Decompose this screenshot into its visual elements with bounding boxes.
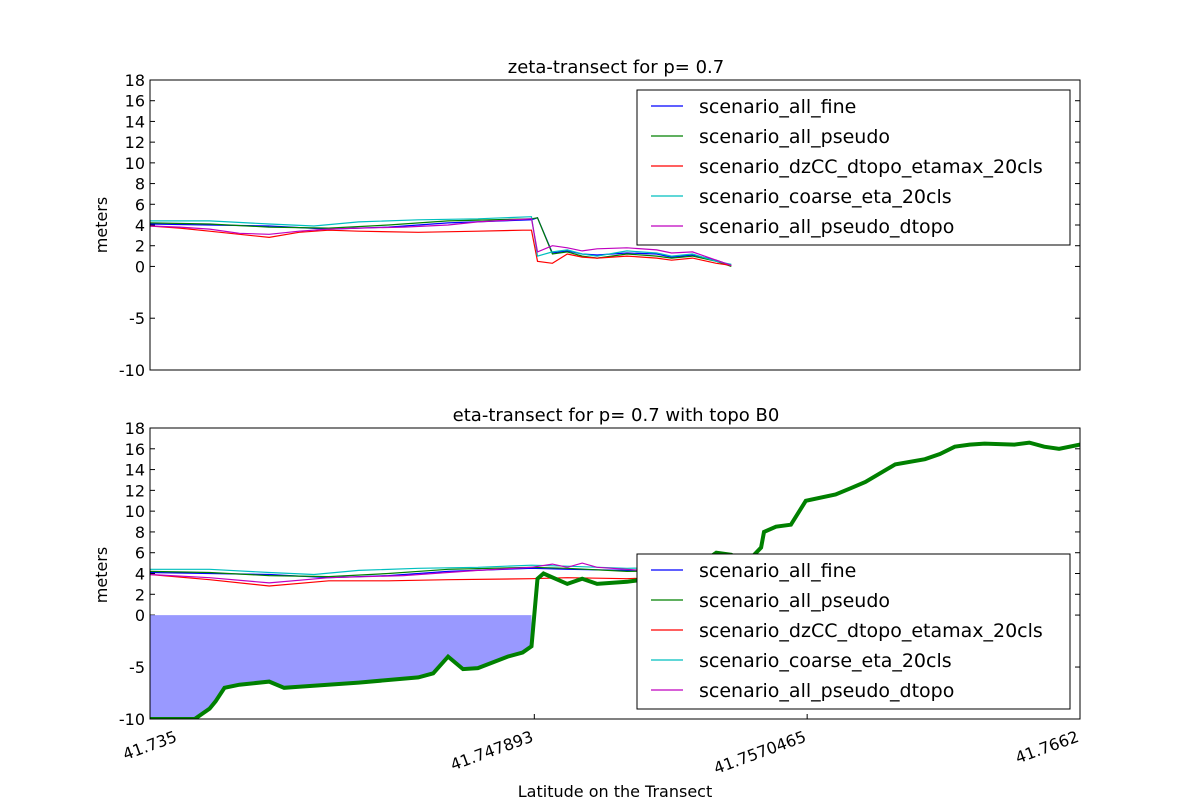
legend-box — [636, 553, 1071, 710]
series-scenario_all_fine — [149, 217, 732, 266]
chart-title: eta-transect for p= 0.7 with topo B0 — [453, 405, 780, 426]
y-tick-label: 0 — [135, 606, 145, 625]
eta-transect-panel: eta-transect for p= 0.7 with topo B0 met… — [92, 405, 1081, 778]
series-scenario_all_pseudo_dtopo — [149, 562, 687, 584]
y-tick-label: 8 — [135, 175, 145, 194]
series-scenario_coarse_eta_20cls — [150, 216, 732, 265]
y-tick-label: 18 — [125, 419, 145, 438]
legend-label: scenario_all_pseudo — [699, 126, 890, 148]
y-tick-label: 12 — [125, 133, 145, 152]
y-tick-label: 14 — [125, 461, 145, 480]
y-tick-label: 6 — [135, 544, 145, 563]
legend-label: scenario_coarse_eta_20cls — [699, 650, 952, 672]
legend-item: scenario_coarse_eta_20cls — [651, 650, 952, 672]
y-tick-label: 18 — [125, 71, 145, 90]
legend-item: scenario_all_fine — [651, 560, 856, 582]
series-scenario_all_pseudo_dtopo — [149, 218, 732, 266]
x-tick-label: 41.7662 — [1013, 727, 1082, 767]
y-tick-label: 14 — [125, 112, 145, 131]
water-area — [150, 615, 532, 719]
legend-label: scenario_dzCC_dtopo_etamax_20cls — [699, 156, 1043, 178]
y-tick-label: -5 — [129, 658, 145, 677]
legend-item: scenario_dzCC_dtopo_etamax_20cls — [651, 156, 1043, 178]
y-tick-label: 4 — [135, 565, 145, 584]
legend-label: scenario_all_fine — [699, 96, 856, 118]
series-scenario_dzCC_dtopo_etamax_20cls — [149, 225, 732, 266]
legend-item: scenario_all_fine — [651, 96, 856, 118]
chart-title: zeta-transect for p= 0.7 — [508, 57, 724, 78]
legend-label: scenario_coarse_eta_20cls — [699, 186, 952, 208]
legend: scenario_all_fine scenario_all_pseudoscen… — [636, 553, 1071, 710]
y-tick-label: 16 — [125, 92, 145, 111]
y-axis-label: meters — [92, 547, 111, 603]
legend-label: scenario_all_pseudo — [699, 590, 890, 612]
y-tick-label: 4 — [135, 216, 145, 235]
x-tick-label: 41.7570465 — [711, 727, 808, 778]
legend-item: scenario_all_pseudo_dtopo — [651, 216, 954, 238]
y-tick-label: 6 — [135, 195, 145, 214]
y-tick-label: 16 — [125, 440, 145, 459]
y-tick-label: -10 — [119, 361, 145, 380]
x-ticks: 41.735 41.747893 41.7570465 41.7662 — [120, 714, 1081, 778]
legend-item: scenario_all_pseudo — [651, 590, 890, 612]
x-axis-label: Latitude on the Transect — [518, 782, 713, 800]
legend-item: scenario_dzCC_dtopo_etamax_20cls — [651, 620, 1043, 642]
y-tick-label: 8 — [135, 523, 145, 542]
y-tick-label: -5 — [129, 309, 145, 328]
y-tick-label: 10 — [125, 154, 145, 173]
y-tick-label: 12 — [125, 481, 145, 500]
x-tick-label: 41.747893 — [448, 727, 536, 774]
legend-label: scenario_dzCC_dtopo_etamax_20cls — [699, 620, 1043, 642]
y-tick-label: 10 — [125, 502, 145, 521]
series-scenario_all_pseudo — [149, 217, 732, 267]
series-lines — [149, 562, 747, 587]
legend-box — [636, 89, 1071, 246]
legend-label: scenario_all_fine — [699, 560, 856, 582]
legend-label: scenario_all_pseudo_dtopo — [699, 216, 954, 238]
y-tick-label: 2 — [135, 585, 145, 604]
y-tick-label: -10 — [119, 710, 145, 729]
y-axis-label: meters — [92, 197, 111, 253]
plot-frame — [149, 79, 1081, 371]
zeta-transect-panel: zeta-transect for p= 0.7 meters -10 -5 02 4… — [92, 57, 1081, 380]
legend-item: scenario_all_pseudo_dtopo — [651, 680, 954, 702]
legend: scenario_all_fine scenario_all_pseudoscen… — [636, 89, 1071, 246]
y-tick-label: 0 — [135, 257, 145, 276]
series-lines — [149, 216, 732, 267]
legend-item: scenario_all_pseudo — [651, 126, 890, 148]
plot-frame — [149, 427, 1081, 720]
y-tick-label: 2 — [135, 237, 145, 256]
x-tick-label: 41.735 — [120, 727, 179, 764]
legend-label: scenario_all_pseudo_dtopo — [699, 680, 954, 702]
legend-item: scenario_coarse_eta_20cls — [651, 186, 952, 208]
water-fill — [150, 615, 532, 719]
